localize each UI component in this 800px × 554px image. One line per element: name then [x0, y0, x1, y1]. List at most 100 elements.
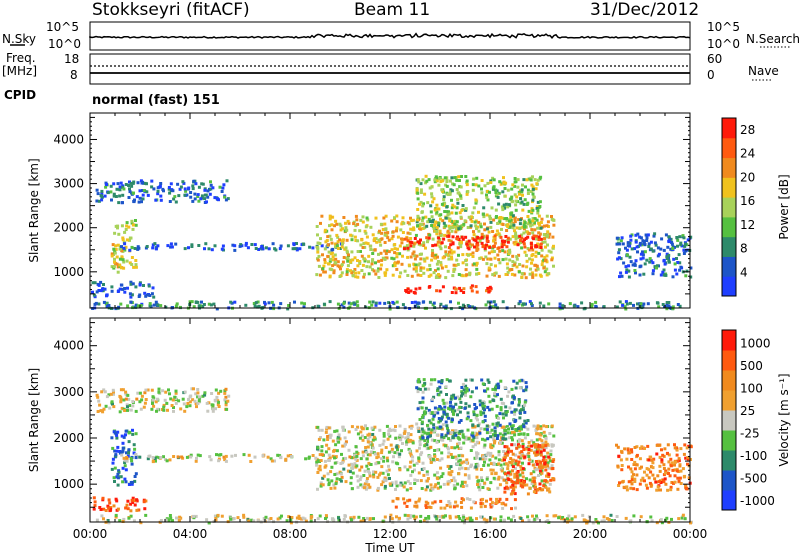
- power-echo-cell: [384, 214, 388, 218]
- power-echo-cell: [403, 269, 407, 273]
- power-echo-cell: [433, 208, 437, 212]
- velocity-echo-cell: [458, 397, 462, 401]
- velocity-echo-cell: [617, 484, 621, 487]
- power-echo-cell: [368, 265, 372, 269]
- velocity-echo-cell: [530, 459, 534, 463]
- velocity-echo-cell: [504, 452, 508, 456]
- velocity-echo-cell: [147, 454, 151, 458]
- power-echo-cell: [205, 200, 208, 204]
- velocity-echo-cell: [664, 471, 667, 475]
- power-echo-cell: [617, 248, 621, 252]
- power-echo-cell: [472, 230, 475, 234]
- velocity-echo-cell: [196, 388, 200, 391]
- velocity-echo-cell: [436, 481, 440, 485]
- power-echo-cell: [667, 301, 671, 304]
- power-echo-cell: [257, 248, 261, 251]
- velocity-echo-cell: [349, 476, 353, 480]
- power-echo-cell: [430, 258, 434, 262]
- power-echo-cell: [233, 300, 237, 304]
- velocity-echo-cell: [358, 468, 362, 472]
- power-echo-cell: [353, 228, 357, 232]
- velocity-echo-cell: [403, 481, 407, 485]
- power-echo-cell: [465, 240, 469, 244]
- power-echo-cell: [684, 249, 688, 253]
- velocity-echo-cell: [507, 427, 510, 431]
- power-echo-cell: [413, 254, 417, 258]
- power-echo-cell: [340, 263, 344, 267]
- power-echo-cell: [419, 188, 423, 192]
- velocity-echo-cell: [463, 473, 467, 477]
- velocity-echo-cell: [543, 434, 547, 438]
- velocity-echo-cell: [519, 484, 523, 488]
- power-echo-cell: [665, 307, 669, 311]
- velocity-echo-cell: [535, 462, 539, 466]
- velocity-echo-cell: [494, 385, 498, 389]
- velocity-echo-cell: [164, 518, 168, 522]
- velocity-frame: [89, 317, 691, 523]
- power-echo-cell: [427, 285, 431, 289]
- power-echo-cell: [485, 239, 489, 243]
- velocity-echo-cell: [455, 504, 459, 508]
- velocity-echo-cell: [525, 483, 529, 487]
- velocity-echo-cell: [194, 514, 198, 518]
- power-echo-cell: [489, 216, 492, 220]
- velocity-echo-cell: [215, 453, 218, 457]
- velocity-echo-cell: [452, 483, 456, 487]
- velocity-echo-cell: [679, 469, 683, 473]
- power-echo-cell: [509, 268, 512, 272]
- power-echo-cell: [479, 223, 483, 227]
- velocity-echo-cell: [107, 498, 111, 502]
- velocity-echo-cell: [504, 413, 508, 417]
- velocity-echo-cell: [453, 446, 457, 450]
- velocity-echo-cell: [635, 473, 639, 477]
- power-echo-cell: [454, 211, 458, 215]
- velocity-echo-cell: [104, 404, 108, 408]
- power-echo-cell: [450, 255, 453, 259]
- power-echo-cell: [542, 266, 546, 270]
- velocity-echo-cell: [454, 402, 458, 406]
- power-echo-cell: [356, 222, 360, 226]
- power-echo-cell: [443, 233, 447, 237]
- velocity-echo-cell: [101, 410, 105, 414]
- velocity-echo-cell: [421, 461, 425, 465]
- y-tick-label: 2000: [53, 431, 84, 445]
- velocity-echo-cell: [135, 498, 139, 502]
- power-echo-cell: [159, 304, 163, 308]
- freq-tick-bottom: 8: [70, 68, 78, 82]
- power-echo-cell: [558, 302, 562, 306]
- velocity-echo-cell: [405, 505, 409, 508]
- power-echo-cell: [364, 305, 368, 309]
- velocity-echo-cell: [433, 410, 437, 414]
- power-echo-cell: [113, 251, 117, 255]
- y-axis-label: Slant Range [km]: [27, 158, 41, 262]
- velocity-echo-cell: [435, 448, 439, 452]
- power-echo-cell: [188, 300, 192, 304]
- power-echo-cell: [190, 245, 194, 248]
- power-echo-cell: [112, 266, 116, 270]
- power-echo-cell: [542, 233, 546, 236]
- colorbar-tick-label: 28: [740, 123, 755, 137]
- velocity-echo-cell: [632, 473, 635, 477]
- power-echo-cell: [443, 210, 447, 213]
- power-echo-cell: [323, 261, 327, 264]
- velocity-echo-cell: [155, 397, 159, 401]
- velocity-echo-cell: [440, 427, 444, 431]
- velocity-echo-cell: [456, 482, 460, 486]
- velocity-echo-cell: [242, 515, 246, 519]
- velocity-echo-cell: [198, 454, 202, 458]
- power-echo-cell: [134, 265, 138, 269]
- velocity-echo-cell: [132, 519, 136, 523]
- power-echo-cell: [513, 263, 517, 267]
- power-echo-cell: [442, 195, 446, 199]
- power-echo-cell: [492, 218, 496, 222]
- velocity-echo-cell: [354, 457, 358, 461]
- power-echo-cell: [316, 258, 320, 262]
- power-echo-cell: [481, 257, 485, 261]
- velocity-echo-cell: [453, 431, 457, 435]
- velocity-echo-cell: [475, 440, 479, 444]
- x-tick-label: 00:00: [73, 527, 108, 541]
- colorbar-frame: [721, 329, 737, 511]
- velocity-echo-cell: [548, 490, 552, 494]
- velocity-echo-cell: [499, 519, 503, 523]
- velocity-echo-cell: [425, 443, 429, 447]
